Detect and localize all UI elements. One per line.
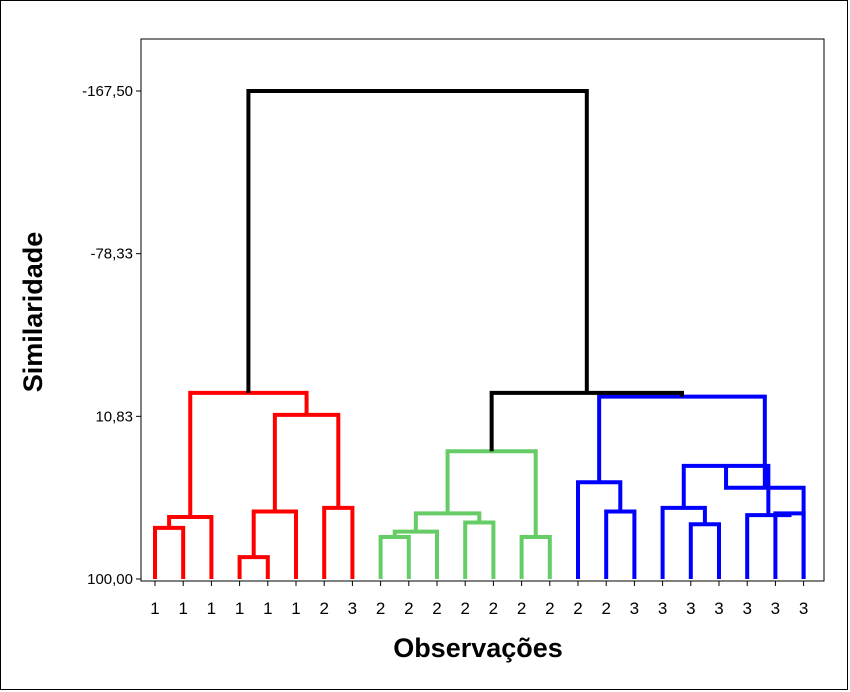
leaf-label: 1 xyxy=(178,599,187,618)
dendrogram-link xyxy=(463,520,496,579)
x-axis-title: Observações xyxy=(393,633,563,663)
dendrogram-link xyxy=(153,525,186,579)
leaf-label: 1 xyxy=(207,599,216,618)
dendrogram-link xyxy=(272,412,341,512)
leaf-label: 3 xyxy=(742,599,751,618)
dendrogram-link xyxy=(237,555,270,579)
dendrogram-link xyxy=(188,390,309,517)
dendrogram-link xyxy=(576,480,623,579)
y-tick-label: 10,83 xyxy=(95,408,133,425)
leaf-label: 3 xyxy=(799,599,808,618)
dendrogram-link xyxy=(604,509,637,579)
leaf-label: 3 xyxy=(658,599,667,618)
dendrogram-link xyxy=(660,505,707,579)
leaf-label: 3 xyxy=(714,599,723,618)
y-axis-title: Similaridade xyxy=(18,232,48,393)
dendrogram-link xyxy=(519,535,552,579)
leaf-label: 2 xyxy=(545,599,554,618)
plot-area xyxy=(140,38,825,582)
leaf-label: 1 xyxy=(263,599,272,618)
leaf-label: 2 xyxy=(432,599,441,618)
dendrogram-link xyxy=(773,511,806,579)
dendrogram-link xyxy=(167,514,214,579)
leaf-label: 2 xyxy=(601,599,610,618)
dendrogram-link xyxy=(251,509,298,579)
leaf-label: 3 xyxy=(771,599,780,618)
dendrogram-link xyxy=(489,390,684,452)
dendrogram-link xyxy=(378,535,411,579)
y-axis: -167,50 -78,33 10,83 100,00 xyxy=(82,83,141,588)
dendrogram-link xyxy=(688,522,721,579)
leaf-label: 3 xyxy=(630,599,639,618)
y-tick-label: 100,00 xyxy=(87,571,133,588)
y-tick-label: -167,50 xyxy=(82,83,133,100)
dendrogram-links xyxy=(153,89,806,579)
dendrogram-link xyxy=(745,513,792,579)
leaf-label: 2 xyxy=(404,599,413,618)
leaf-label: 1 xyxy=(150,599,159,618)
dendrogram-link xyxy=(322,505,355,579)
leaf-label: 2 xyxy=(573,599,582,618)
leaf-label: 2 xyxy=(376,599,385,618)
leaf-label: 2 xyxy=(319,599,328,618)
leaf-label: 2 xyxy=(517,599,526,618)
y-tick-label: -78,33 xyxy=(90,246,133,263)
leaf-label: 3 xyxy=(348,599,357,618)
dendrogram-link xyxy=(681,463,771,516)
leaf-label: 1 xyxy=(235,599,244,618)
leaf-label: 2 xyxy=(489,599,498,618)
dendrogram-link xyxy=(246,89,589,393)
leaf-label: 1 xyxy=(291,599,300,618)
leaf-label: 2 xyxy=(460,599,469,618)
leaf-label: 3 xyxy=(686,599,695,618)
